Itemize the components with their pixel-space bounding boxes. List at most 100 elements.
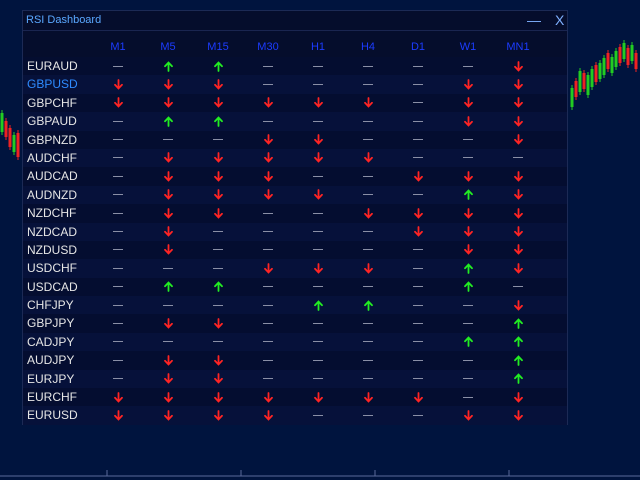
pair-row-euraud: EURAUD [23,57,567,76]
dash-icon [513,157,523,159]
down-arrow-icon-m15 [193,388,243,406]
candle-body [12,135,16,152]
neutral-dash-h4 [343,57,393,75]
dash-icon [113,212,123,214]
neutral-dash-d1 [393,314,443,332]
timeframe-header-m5: M5 [160,41,176,53]
title-bar[interactable]: RSI Dashboard — X [23,11,567,31]
close-button[interactable]: X [555,12,565,28]
neutral-dash-d1 [393,351,443,369]
neutral-dash-m5 [143,131,193,149]
timeframe-header-h4: H4 [360,41,376,53]
dash-icon [163,304,173,306]
pair-label-eurjpy[interactable]: EURJPY [27,371,75,386]
pair-label-audnzd[interactable]: AUDNZD [27,187,77,202]
dash-icon [413,286,423,288]
dash-icon [263,231,273,233]
dash-icon [363,83,373,85]
pair-label-nzdcad[interactable]: NZDCAD [27,224,77,239]
neutral-dash-w1 [443,131,493,149]
neutral-dash-m30 [243,278,293,296]
dash-icon [113,157,123,159]
pair-label-usdchf[interactable]: USDCHF [27,261,77,276]
pair-label-chfjpy[interactable]: CHFJPY [27,298,74,313]
pair-label-eurchf[interactable]: EURCHF [27,390,77,405]
neutral-dash-m15 [193,131,243,149]
dash-icon [263,378,273,380]
pair-label-gbpjpy[interactable]: GBPJPY [27,316,75,331]
pair-label-cadjpy[interactable]: CADJPY [27,334,75,349]
pair-row-gbpjpy: GBPJPY [23,314,567,333]
neutral-dash-h1 [293,204,343,222]
dash-icon [413,341,423,343]
neutral-dash-mn1 [493,278,543,296]
dash-icon [213,267,223,269]
down-arrow-icon-mn1 [493,241,543,259]
pair-row-usdcad: USDCAD [23,277,567,297]
neutral-dash-d1 [393,75,443,93]
dash-icon [363,139,373,141]
pair-label-gbpaud[interactable]: GBPAUD [27,114,77,129]
rsi-dashboard-panel[interactable]: RSI Dashboard — X M1 M5 M15 M30 H1 H4 D1 W1 MN1 … [22,10,568,425]
down-arrow-icon-m1 [93,406,143,424]
dash-icon [163,139,173,141]
dash-icon [313,83,323,85]
neutral-dash-m30 [243,314,293,332]
pair-row-audcad: AUDCAD [23,167,567,186]
chart-axis-ticks [106,470,510,476]
pair-label-audjpy[interactable]: AUDJPY [27,353,75,368]
pair-label-gbpchf[interactable]: GBPCHF [27,95,78,110]
dash-icon [263,65,273,67]
neutral-dash-h4 [343,278,393,296]
pair-label-nzdusd[interactable]: NZDUSD [27,242,77,257]
neutral-dash-m15 [193,333,243,351]
pair-label-usdcad[interactable]: USDCAD [27,279,78,294]
neutral-dash-m30 [243,333,293,351]
neutral-dash-h4 [343,370,393,388]
dash-icon [413,249,423,251]
down-arrow-icon-m30 [243,186,293,204]
dash-icon [113,341,123,343]
pair-label-gbpnzd[interactable]: GBPNZD [27,132,78,147]
up-arrow-icon-mn1 [493,333,543,351]
down-arrow-icon-d1 [393,204,443,222]
dash-icon [263,341,273,343]
pair-label-audcad[interactable]: AUDCAD [27,169,78,184]
timeframe-header-m1: M1 [110,41,126,53]
down-arrow-icon-mn1 [493,57,543,75]
pair-label-audchf[interactable]: AUDCHF [27,150,77,165]
down-arrow-icon-mn1 [493,204,543,222]
neutral-dash-h1 [293,167,343,185]
pair-label-nzdchf[interactable]: NZDCHF [27,206,77,221]
down-arrow-icon-m5 [143,167,193,185]
neutral-dash-h4 [343,223,393,241]
candle-body [606,53,610,69]
pair-label-eurusd[interactable]: EURUSD [27,408,78,423]
down-arrow-icon-m5 [143,204,193,222]
down-arrow-icon-m15 [193,204,243,222]
down-arrow-icon-m5 [143,406,193,424]
dash-icon [363,194,373,196]
pair-label-gbpusd[interactable]: GBPUSD [27,77,78,92]
candle-body [578,71,582,92]
down-arrow-icon-m30 [243,388,293,406]
pair-label-euraud[interactable]: EURAUD [27,59,78,73]
dash-icon [513,286,523,288]
pair-row-gbpnzd: GBPNZD [23,130,567,149]
candle-body [630,45,634,61]
pair-row-gbpusd: GBPUSD [23,75,567,94]
minimize-button[interactable]: — [527,12,541,28]
neutral-dash-m30 [243,57,293,75]
dash-icon [463,65,473,67]
down-arrow-icon-m5 [143,75,193,93]
timeframe-header-h1: H1 [310,41,326,53]
dash-icon [113,65,123,67]
up-arrow-icon-m5 [143,278,193,296]
down-arrow-icon-w1 [443,223,493,241]
dash-icon [413,83,423,85]
down-arrow-icon-m30 [243,149,293,167]
neutral-dash-w1 [443,149,493,167]
timeframe-header-w1: W1 [459,41,477,53]
dash-icon [113,267,123,269]
down-arrow-icon-h4 [343,149,393,167]
